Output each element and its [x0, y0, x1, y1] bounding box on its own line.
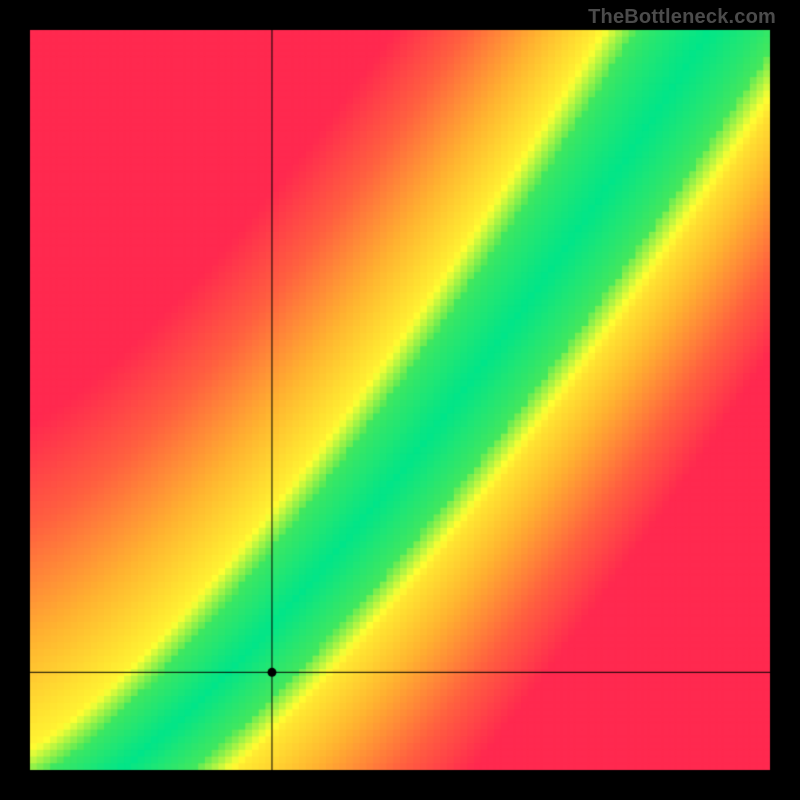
bottleneck-heatmap-canvas	[0, 0, 800, 800]
watermark-text: TheBottleneck.com	[588, 6, 776, 29]
chart-container: TheBottleneck.com	[0, 0, 800, 800]
